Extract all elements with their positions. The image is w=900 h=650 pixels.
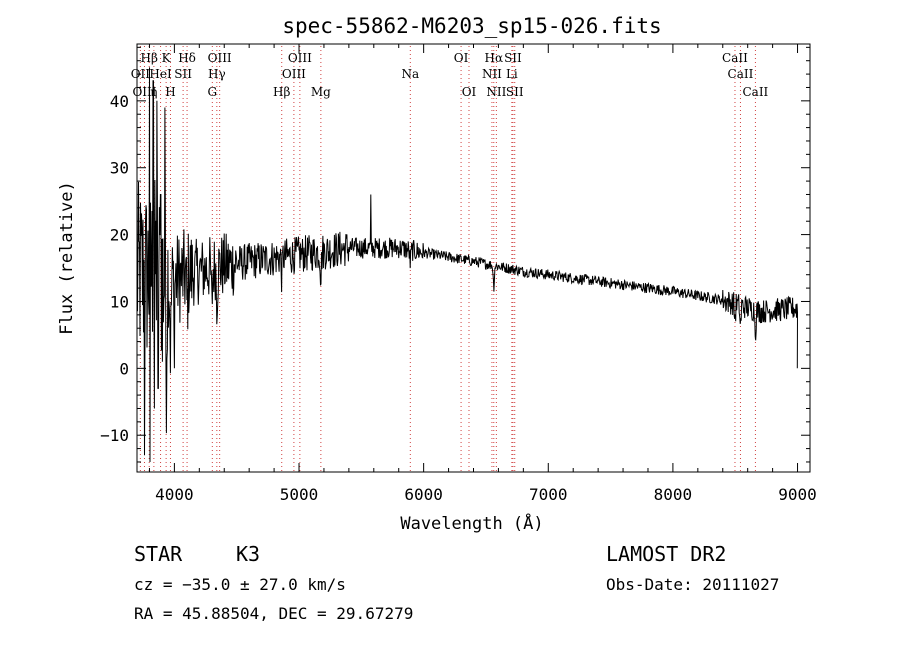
x-tick-label: 8000: [654, 485, 693, 504]
line-marker-label: K: [162, 51, 172, 65]
chart-title: spec-55862-M6203_sp15-026.fits: [282, 14, 661, 38]
y-axis-label: Flux (relative): [57, 181, 77, 335]
line-marker-label: Li: [506, 67, 518, 81]
line-marker-label: H: [165, 85, 175, 99]
y-axis-ticks: −10 0 10 20 30 40: [100, 46, 810, 463]
x-tick-label: 6000: [404, 485, 443, 504]
coordinates: RA = 45.88504, DEC = 29.67279: [134, 604, 413, 623]
line-marker-label: SII: [506, 85, 524, 99]
line-marker-label: OIII: [288, 51, 312, 65]
line-marker-label: OI: [462, 85, 477, 99]
y-tick-label: 30: [110, 159, 129, 178]
line-marker-label: SII: [174, 67, 192, 81]
line-marker-label: Hβ: [273, 85, 290, 99]
redshift-info: cz = −35.0 ± 27.0 km/s: [134, 575, 346, 594]
plot-frame: [136, 43, 811, 473]
line-marker-label: HeI: [149, 67, 172, 81]
obs-date: Obs-Date: 20111027: [606, 575, 779, 594]
y-tick-label: −10: [100, 426, 129, 445]
line-marker-label: CaII: [728, 67, 754, 81]
x-axis-label: Wavelength (Å): [400, 512, 543, 534]
line-marker-label: OIII: [208, 51, 232, 65]
spectrum-line: [136, 67, 799, 463]
line-marker-label: Na: [401, 67, 419, 81]
line-marker-label: Hγ: [208, 67, 226, 81]
line-marker-label: Hα: [485, 51, 504, 65]
x-axis-ticks: 4000 5000 6000 7000 8000 9000: [148, 44, 817, 504]
line-marker-label: NII: [486, 85, 506, 99]
line-marker-label: Hβ: [141, 51, 158, 65]
y-tick-label: 0: [119, 359, 129, 378]
line-marker-label: CaII: [722, 51, 748, 65]
line-marker-label: Hδ: [178, 51, 196, 65]
x-tick-label: 5000: [280, 485, 319, 504]
y-tick-label: 10: [110, 292, 129, 311]
object-subclass: K3: [236, 542, 260, 566]
line-marker-label: G: [208, 85, 218, 99]
survey-name: LAMOST DR2: [606, 542, 726, 566]
y-tick-label: 20: [110, 226, 129, 245]
x-tick-label: 4000: [155, 485, 194, 504]
x-tick-label: 9000: [778, 485, 817, 504]
line-marker-label: CaII: [742, 85, 768, 99]
object-class: STAR: [134, 542, 183, 566]
line-marker-label: OI: [454, 51, 469, 65]
line-marker-label: SII: [504, 51, 522, 65]
y-tick-label: 40: [110, 92, 129, 111]
line-marker-label: Mg: [311, 85, 331, 99]
line-marker-label: OIII: [282, 67, 306, 81]
line-marker-label: OIII: [132, 85, 156, 99]
x-tick-label: 7000: [529, 485, 568, 504]
line-marker-label: NII: [482, 67, 502, 81]
